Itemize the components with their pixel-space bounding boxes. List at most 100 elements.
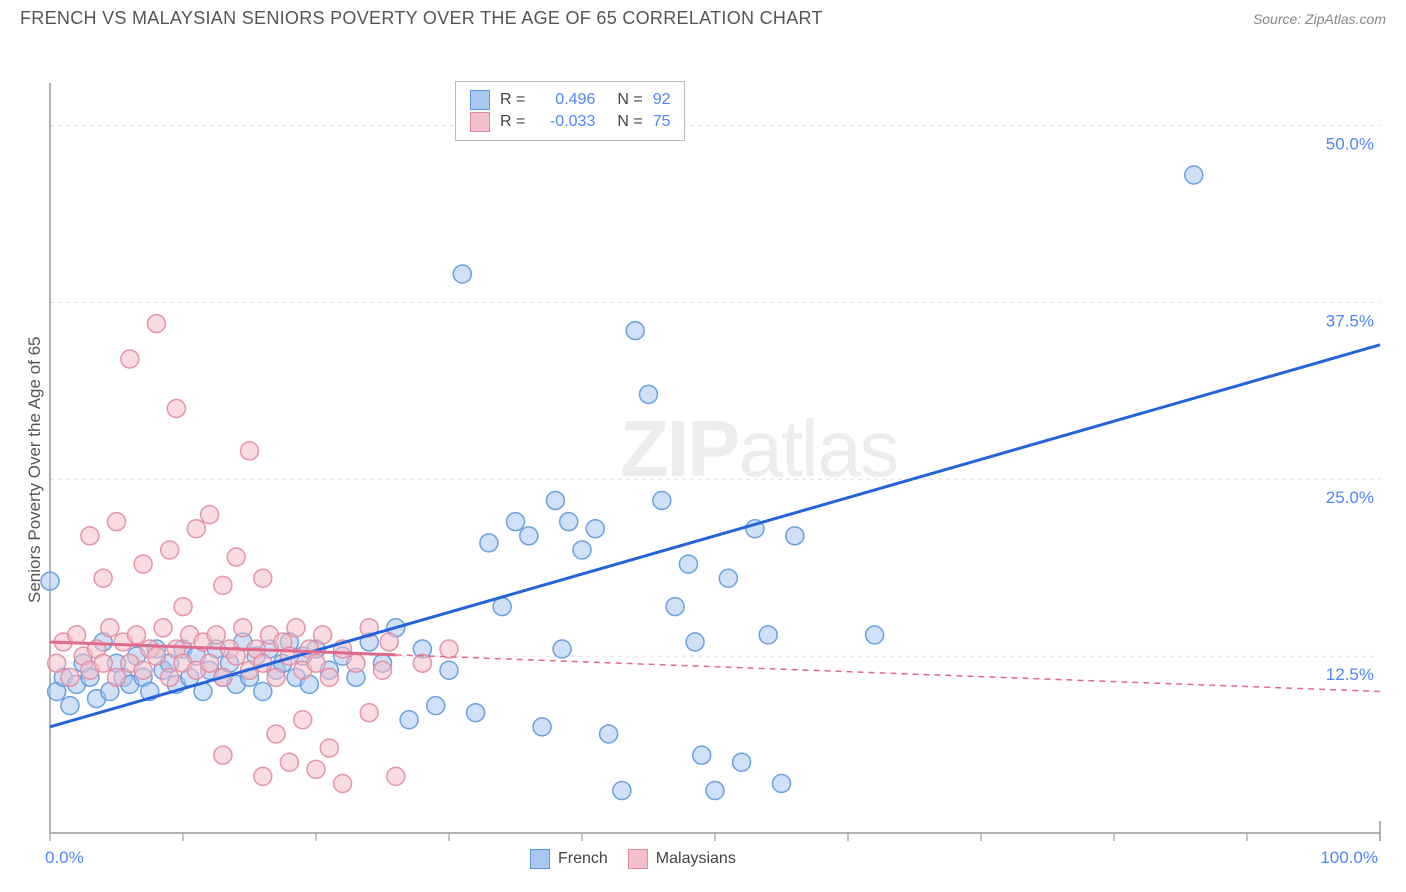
data-point [640, 385, 658, 403]
data-point [280, 753, 298, 771]
legend-item: Malaysians [628, 849, 736, 869]
data-point [68, 626, 86, 644]
data-point [234, 619, 252, 637]
legend-label: French [558, 850, 608, 868]
data-point [573, 541, 591, 559]
data-point [227, 548, 245, 566]
data-point [94, 569, 112, 587]
r-label: R = [500, 113, 525, 131]
data-point [254, 682, 272, 700]
n-label: N = [617, 113, 642, 131]
y-tick-label: 50.0% [1326, 134, 1374, 153]
data-point [440, 640, 458, 658]
data-point [214, 576, 232, 594]
n-value: 75 [653, 113, 671, 131]
legend-swatch [628, 849, 648, 869]
legend-swatch [530, 849, 550, 869]
data-point [267, 668, 285, 686]
data-point [520, 527, 538, 545]
data-point [207, 626, 225, 644]
data-point [167, 399, 185, 417]
data-point [686, 633, 704, 651]
correlation-legend: R = 0.496 N = 92 R = -0.033 N = 75 [455, 81, 685, 141]
data-point [294, 711, 312, 729]
data-point [786, 527, 804, 545]
chart-title: FRENCH VS MALAYSIAN SENIORS POVERTY OVER… [20, 8, 823, 29]
data-point [147, 315, 165, 333]
data-point [693, 746, 711, 764]
y-tick-label: 12.5% [1326, 665, 1374, 684]
data-point [866, 626, 884, 644]
chart-area: 12.5%25.0%37.5%50.0% ZIPatlas R =0.496N … [0, 33, 1406, 885]
data-point [480, 534, 498, 552]
data-point [413, 654, 431, 672]
data-point [1185, 166, 1203, 184]
data-point [380, 633, 398, 651]
data-point [546, 491, 564, 509]
data-point [553, 640, 571, 658]
data-point [154, 619, 172, 637]
data-point [626, 322, 644, 340]
data-point [706, 782, 724, 800]
data-point [61, 697, 79, 715]
source-label: Source: ZipAtlas.com [1253, 11, 1386, 27]
data-point [347, 654, 365, 672]
data-point [187, 520, 205, 538]
scatter-chart-svg: 12.5% 25.0% 37.5% 50.0% [0, 33, 1406, 885]
data-point [108, 513, 126, 531]
data-point [773, 774, 791, 792]
x-axis-max-label: 100.0% [1320, 848, 1378, 868]
legend-label: Malaysians [656, 850, 736, 868]
r-value: 0.496 [535, 91, 595, 109]
data-point [533, 718, 551, 736]
data-point [387, 767, 405, 785]
legend-swatch [470, 90, 490, 110]
data-point [81, 527, 99, 545]
data-point [400, 711, 418, 729]
data-point [48, 654, 66, 672]
r-value: -0.033 [535, 113, 595, 131]
data-point [94, 654, 112, 672]
legend-item: French [530, 849, 608, 869]
y-axis-label: Seniors Poverty Over the Age of 65 [25, 337, 45, 603]
data-point [307, 760, 325, 778]
data-point [679, 555, 697, 573]
data-point [214, 746, 232, 764]
data-point [334, 774, 352, 792]
data-point [267, 725, 285, 743]
data-point [613, 782, 631, 800]
data-point [320, 739, 338, 757]
data-point [201, 654, 219, 672]
data-point [600, 725, 618, 743]
data-point [134, 555, 152, 573]
data-point [453, 265, 471, 283]
data-point [653, 491, 671, 509]
data-point [161, 668, 179, 686]
data-point [254, 767, 272, 785]
data-point [61, 668, 79, 686]
y-tick-label: 37.5% [1326, 311, 1374, 330]
data-point [560, 513, 578, 531]
data-point [147, 647, 165, 665]
y-tick-label: 25.0% [1326, 488, 1374, 507]
data-point [307, 654, 325, 672]
data-point [201, 506, 219, 524]
data-point [314, 626, 332, 644]
legend-swatch [470, 112, 490, 132]
data-point [108, 668, 126, 686]
data-point [360, 704, 378, 722]
x-axis-min-label: 0.0% [45, 848, 84, 868]
data-point [759, 626, 777, 644]
r-label: R = [500, 91, 525, 109]
data-point [427, 697, 445, 715]
data-point [161, 541, 179, 559]
data-point [440, 661, 458, 679]
legend-row: R = -0.033 N = 75 [470, 112, 670, 132]
data-point [121, 350, 139, 368]
data-point [174, 598, 192, 616]
n-value: 92 [653, 91, 671, 109]
data-point [287, 619, 305, 637]
series-legend: French Malaysians [530, 849, 736, 869]
data-point [320, 668, 338, 686]
data-point [101, 619, 119, 637]
